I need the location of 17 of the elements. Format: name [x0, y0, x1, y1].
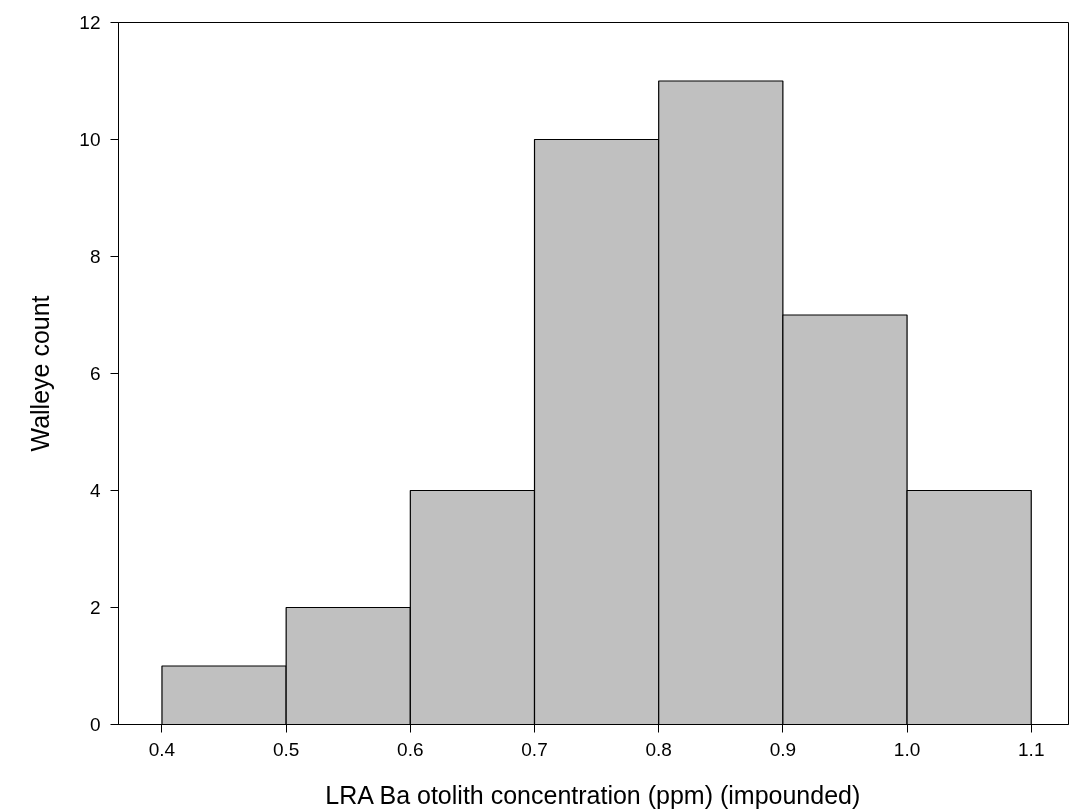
x-tick-label: 1.0 [893, 738, 921, 760]
x-tick-label: 1.1 [1018, 738, 1045, 760]
y-tick-label: 8 [89, 246, 101, 267]
y-tick-label: 6 [89, 363, 101, 384]
y-tick-label: 4 [89, 480, 101, 501]
x-tick-label: 0.7 [521, 738, 548, 760]
y-tick-label: 12 [79, 12, 101, 33]
y-axis-title: Walleye count [26, 295, 55, 452]
y-tick-label: 0 [89, 714, 101, 735]
x-tick-label: 0.4 [148, 738, 176, 760]
x-tick-label: 0.9 [769, 738, 797, 760]
x-axis-title: LRA Ba otolith concentration (ppm) (impounded) [325, 780, 861, 809]
y-tick-label: 2 [89, 597, 101, 618]
x-tick-label: 0.8 [645, 738, 672, 760]
x-tick-label: 0.6 [397, 738, 424, 760]
x-tick-label: 0.5 [272, 738, 300, 760]
y-tick-label: 10 [79, 129, 101, 150]
